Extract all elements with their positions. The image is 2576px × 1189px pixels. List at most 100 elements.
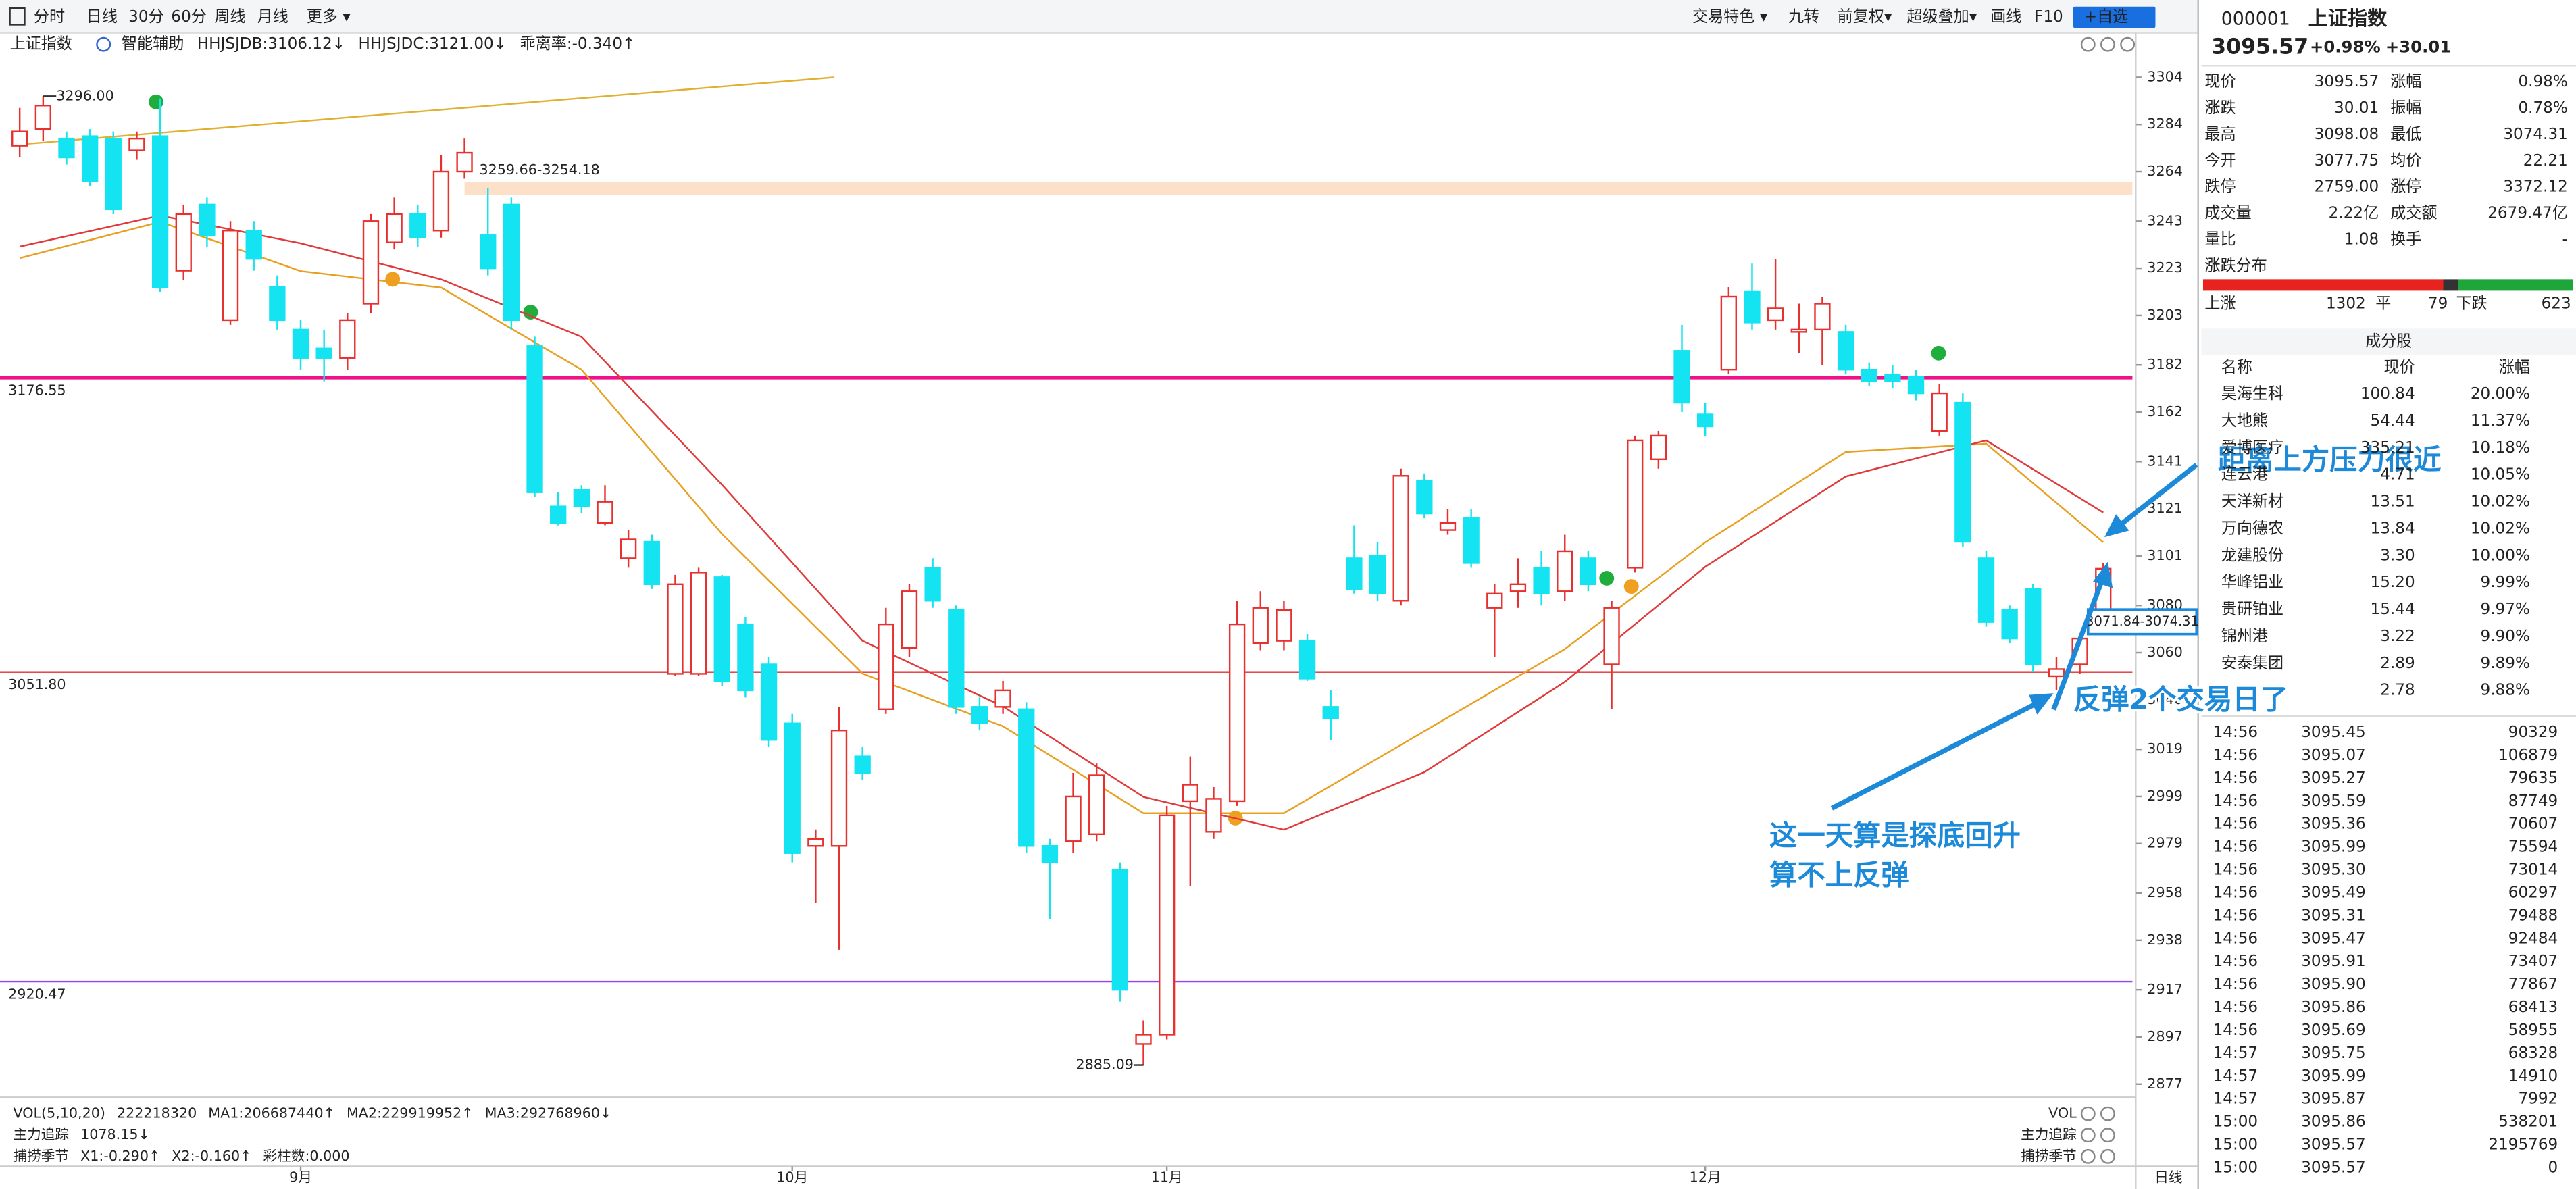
toolbar-button[interactable]: 前复权▾: [1838, 8, 1892, 26]
period-tab[interactable]: 分时: [34, 8, 65, 26]
period-tab[interactable]: 60分: [171, 8, 206, 26]
indicator-name: 捕捞季节: [2021, 1148, 2077, 1164]
candle-body: [1346, 557, 1363, 590]
x-tick-label: 12月: [1690, 1169, 1721, 1185]
component-cell[interactable]: 贵研铂业: [2221, 601, 2283, 618]
quote-field: 成交额: [2390, 205, 2437, 222]
sell-marker: [523, 305, 538, 320]
component-cell[interactable]: 龙建股份: [2221, 547, 2283, 564]
candle-body: [1627, 439, 1644, 569]
settings-icon[interactable]: [2080, 1128, 2096, 1143]
trade-price: 3095.47: [2301, 930, 2366, 947]
menu-icon[interactable]: [9, 7, 26, 26]
quote-field: 成交量: [2204, 205, 2251, 222]
trade-volume: 68413: [2508, 998, 2558, 1016]
settings-icon[interactable]: [2080, 1148, 2096, 1164]
settings-icon[interactable]: [2080, 1106, 2096, 1121]
x-tick-label: 11月: [1151, 1169, 1183, 1185]
component-cell[interactable]: 连云港: [2221, 466, 2268, 484]
quote-field: 3074.31: [2503, 126, 2568, 143]
period-tab[interactable]: 30分: [128, 8, 163, 26]
candle-body: [1697, 413, 1714, 428]
toolbar-button[interactable]: 九转: [1788, 8, 1819, 26]
assist-icon: [96, 36, 111, 52]
quote-field: 今开: [2204, 152, 2236, 170]
candle-body: [620, 538, 637, 559]
period-tab[interactable]: 周线: [214, 8, 245, 26]
settings-icon[interactable]: [2080, 36, 2096, 52]
candle-body: [1135, 1034, 1152, 1045]
help-icon[interactable]: [2100, 36, 2115, 52]
component-cell: 10.05%: [2471, 466, 2530, 484]
candle-body: [1182, 784, 1198, 803]
buy-marker: [385, 272, 401, 287]
close-icon[interactable]: [2120, 36, 2136, 52]
candle-body: [222, 230, 239, 322]
annotation: 算不上反弹: [1769, 859, 1909, 891]
indicator-name: VOL: [2048, 1105, 2077, 1121]
indicator-text: 1078.15↓: [80, 1126, 150, 1142]
candle-body: [1111, 868, 1129, 991]
toolbar-button[interactable]: 超级叠加▾: [1906, 8, 1977, 26]
candle-body: [971, 706, 988, 724]
indicator-value: 乖离率:-0.340↑: [520, 35, 636, 53]
annotation: 距离上方压力很近: [2218, 443, 2442, 476]
point-label: 3296.00: [56, 87, 113, 103]
y-tick-label: 3162: [2147, 403, 2183, 420]
toolbar-button[interactable]: 交易特色 ▾: [1692, 8, 1768, 26]
component-cell[interactable]: 爱博医疗: [2221, 439, 2283, 457]
period-tab[interactable]: 更多 ▾: [307, 8, 351, 26]
toolbar-button[interactable]: 画线: [1990, 8, 2021, 26]
add-watch-button[interactable]: [2073, 6, 2156, 28]
component-cell[interactable]: 大地熊: [2221, 412, 2268, 430]
candle-body: [1158, 814, 1176, 1036]
breadth-count: 623: [2542, 295, 2571, 312]
period-tab[interactable]: 日线: [86, 8, 118, 26]
toolbar-button[interactable]: F10: [2034, 8, 2063, 26]
trade-volume: 7992: [2518, 1090, 2558, 1108]
candle-body: [830, 730, 848, 847]
candle-body: [2048, 668, 2065, 678]
components-header-bg: [2201, 328, 2576, 355]
component-cell: 2.89: [2380, 655, 2415, 672]
indicator-value: HHJSJDB:3106.12↓: [197, 35, 345, 53]
component-cell: 9.88%: [2481, 682, 2530, 699]
candle-body: [994, 689, 1011, 708]
trade-time: 14:56: [2213, 815, 2258, 833]
period-tab[interactable]: 月线: [257, 8, 288, 26]
symbol-label: 上证指数: [10, 35, 72, 53]
candle-body: [1814, 303, 1831, 331]
trade-time: 14:56: [2213, 998, 2258, 1016]
trade-volume: 58955: [2508, 1021, 2558, 1039]
component-cell[interactable]: 安泰集团: [2221, 655, 2283, 672]
component-cell[interactable]: 昊海生科: [2221, 385, 2283, 403]
help-icon[interactable]: [2100, 1148, 2115, 1164]
help-icon[interactable]: [2100, 1106, 2115, 1121]
quote-field: 最低: [2390, 126, 2421, 143]
candle-body: [807, 838, 824, 847]
y-tick-label: 2979: [2147, 835, 2183, 851]
point-label: 2885.09: [1076, 1057, 1133, 1073]
component-cell[interactable]: 万向德农: [2221, 520, 2283, 537]
component-cell: 54.44: [2371, 412, 2415, 430]
candle-body: [409, 213, 426, 238]
help-icon[interactable]: [2100, 1128, 2115, 1143]
component-cell[interactable]: 锦州港: [2221, 628, 2268, 645]
component-cell[interactable]: 华峰铝业: [2221, 574, 2283, 591]
component-cell[interactable]: 天洋新材: [2221, 493, 2283, 511]
trade-volume: 70607: [2508, 815, 2558, 833]
candle-body: [1533, 567, 1550, 594]
trade-price: 3095.49: [2301, 884, 2366, 901]
y-tick-label: 2938: [2147, 932, 2183, 948]
toolbar-button[interactable]: +自选: [2084, 8, 2129, 26]
candle-body: [480, 234, 497, 270]
trade-volume: 60297: [2508, 884, 2558, 901]
quote-field: 0.78%: [2518, 99, 2567, 117]
trade-price: 3095.36: [2301, 815, 2366, 833]
candle-body: [550, 505, 567, 524]
candle-body: [175, 213, 192, 272]
quote-field: 2759.00: [2315, 178, 2379, 196]
assist-label: 智能辅助: [122, 35, 184, 53]
trade-price: 3095.59: [2301, 792, 2366, 810]
